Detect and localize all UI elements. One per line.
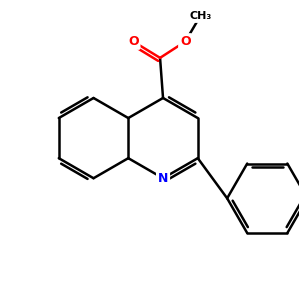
Text: O: O [128,35,139,48]
Text: O: O [180,35,190,48]
Text: N: N [158,172,168,185]
Text: CH₃: CH₃ [189,11,211,21]
